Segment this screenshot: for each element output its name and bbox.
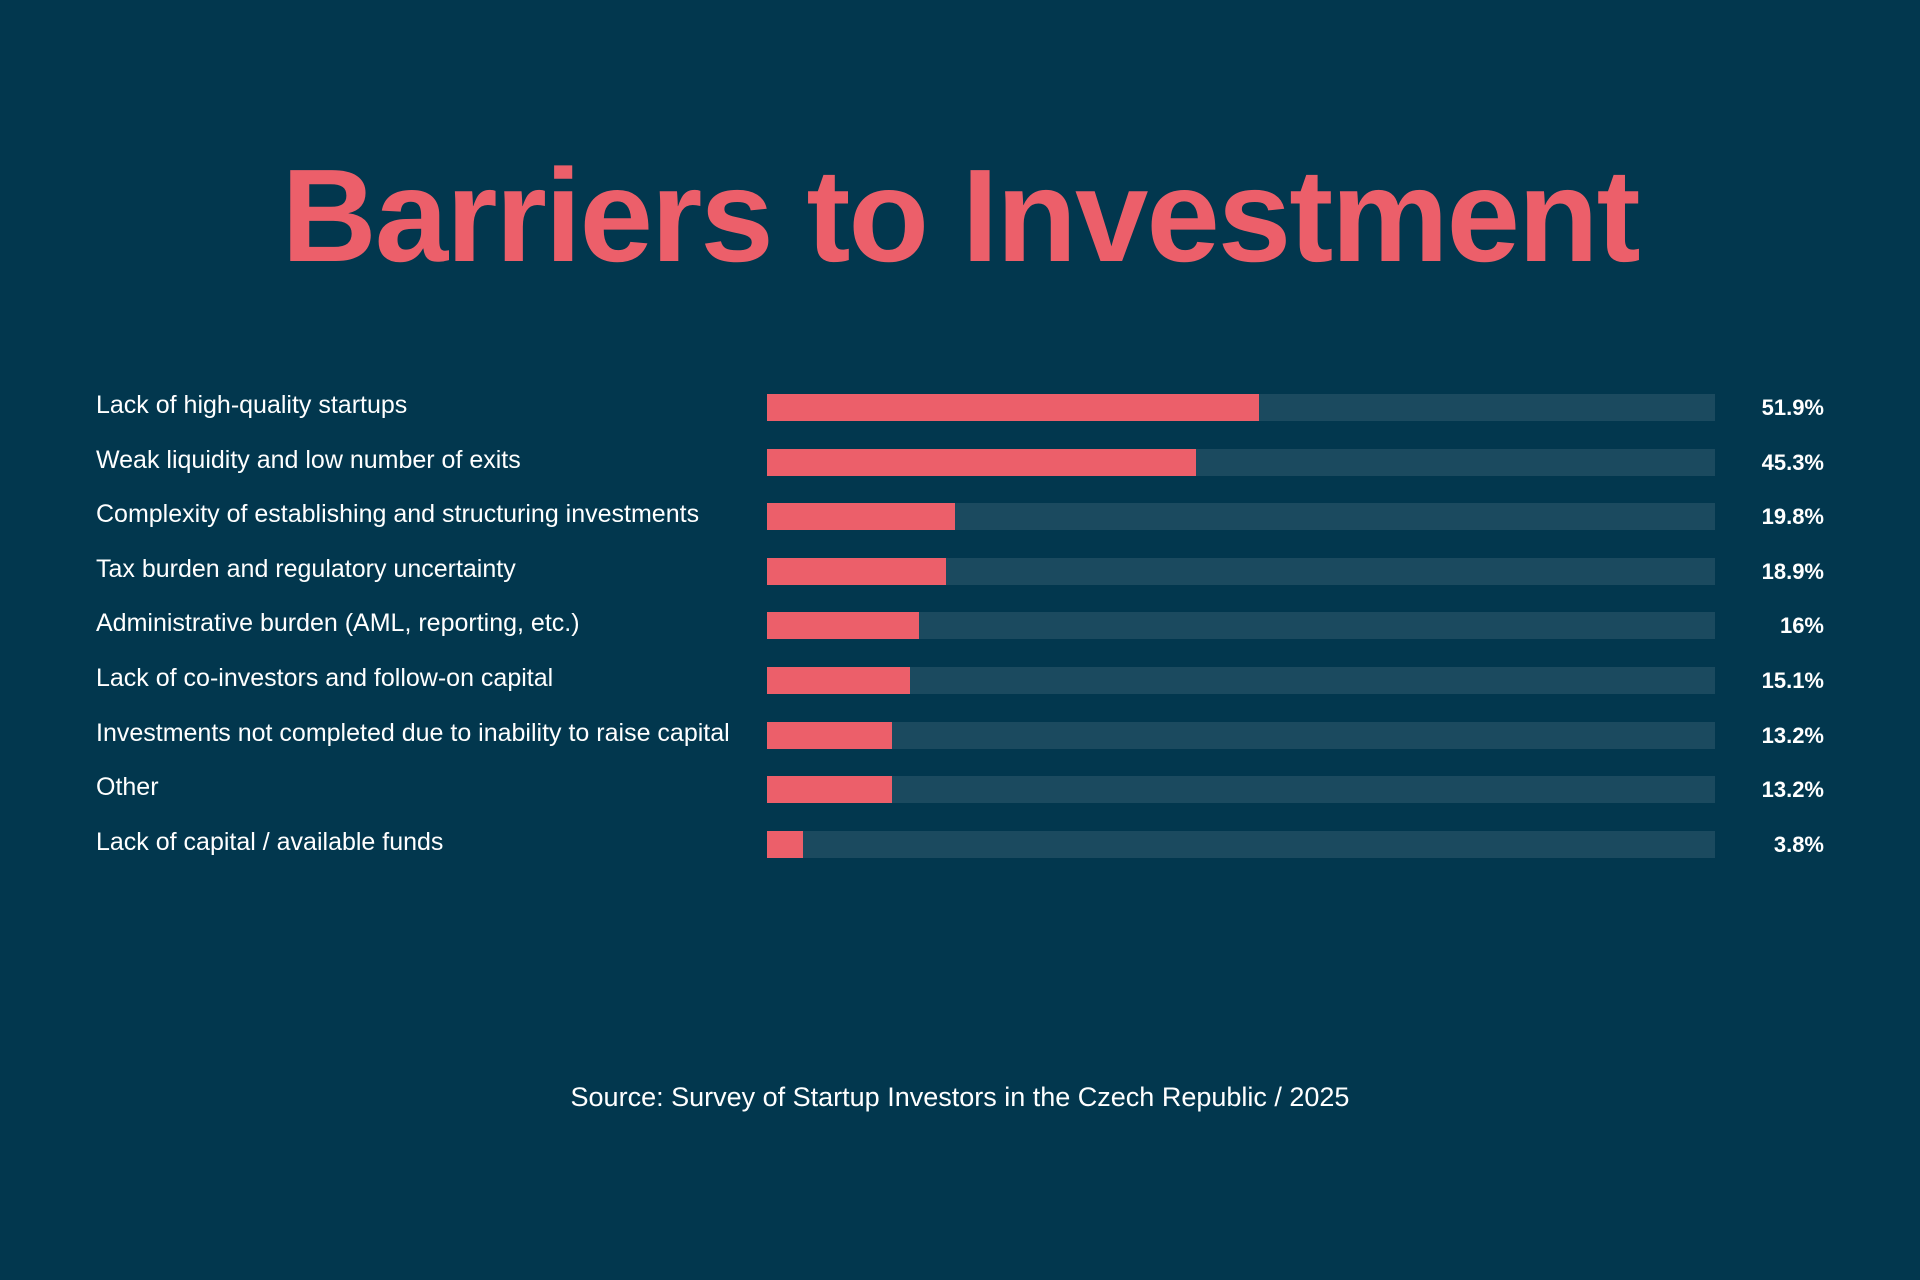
bar xyxy=(767,830,804,858)
value-label: 16% xyxy=(1779,613,1824,639)
value-label: 45.3% xyxy=(1761,449,1824,475)
bar-row: Investments not completed due to inabili… xyxy=(0,719,1920,749)
bar-track xyxy=(767,503,1715,531)
bar xyxy=(767,776,893,804)
category-label: Lack of capital / available funds xyxy=(96,827,444,856)
bar-track xyxy=(767,612,1715,640)
bar xyxy=(767,394,1259,421)
value-label: 15.1% xyxy=(1761,668,1824,693)
category-label: Investments not completed due to inabili… xyxy=(96,718,730,747)
bar-row: Complexity of establishing and structuri… xyxy=(0,500,1920,531)
bar-row: Other 13.2% xyxy=(0,773,1920,804)
bar-track xyxy=(767,830,1715,858)
value-label: 13.2% xyxy=(1761,777,1824,803)
category-label: Administrative burden (AML, reporting, e… xyxy=(96,609,580,638)
category-label: Lack of high-quality startups xyxy=(96,391,408,419)
bar-row: Weak liquidity and low number of exits 45… xyxy=(0,446,1920,476)
value-label: 3.8% xyxy=(1773,831,1824,857)
source-note: Source: Survey of Startup Investors in t… xyxy=(570,1082,1350,1112)
category-label: Complexity of establishing and structuri… xyxy=(96,500,700,529)
category-label: Lack of co-investors and follow-on capit… xyxy=(96,664,554,692)
bar-track xyxy=(767,557,1715,585)
bar-track xyxy=(767,394,1715,421)
bar xyxy=(767,503,955,531)
bar-row: Lack of co-investors and follow-on capit… xyxy=(0,664,1920,694)
category-label: Tax burden and regulatory uncertainty xyxy=(96,554,516,583)
bar xyxy=(767,557,947,585)
chart-title: Barriers to Investment xyxy=(281,142,1640,289)
bar-track xyxy=(767,776,1715,804)
value-label: 51.9% xyxy=(1761,395,1824,420)
value-label: 19.8% xyxy=(1761,504,1824,530)
bar-track xyxy=(767,448,1715,476)
value-label: 18.9% xyxy=(1761,558,1824,584)
bar xyxy=(767,612,919,640)
bar-row: Tax burden and regulatory uncertainty 18.… xyxy=(0,555,1920,585)
bar-row: Lack of capital / available funds 3.8% xyxy=(0,828,1920,858)
bar-row: Administrative burden (AML, reporting, e… xyxy=(0,609,1920,640)
bar-track xyxy=(767,721,1715,749)
bar xyxy=(767,667,911,694)
category-label: Weak liquidity and low number of exits xyxy=(96,445,521,474)
bar xyxy=(767,721,893,749)
bar-track xyxy=(767,667,1715,694)
bar-row: Lack of high-quality startups 51.9% xyxy=(0,391,1920,421)
value-label: 13.2% xyxy=(1761,722,1824,748)
bar xyxy=(767,448,1197,476)
category-label: Other xyxy=(96,773,159,802)
